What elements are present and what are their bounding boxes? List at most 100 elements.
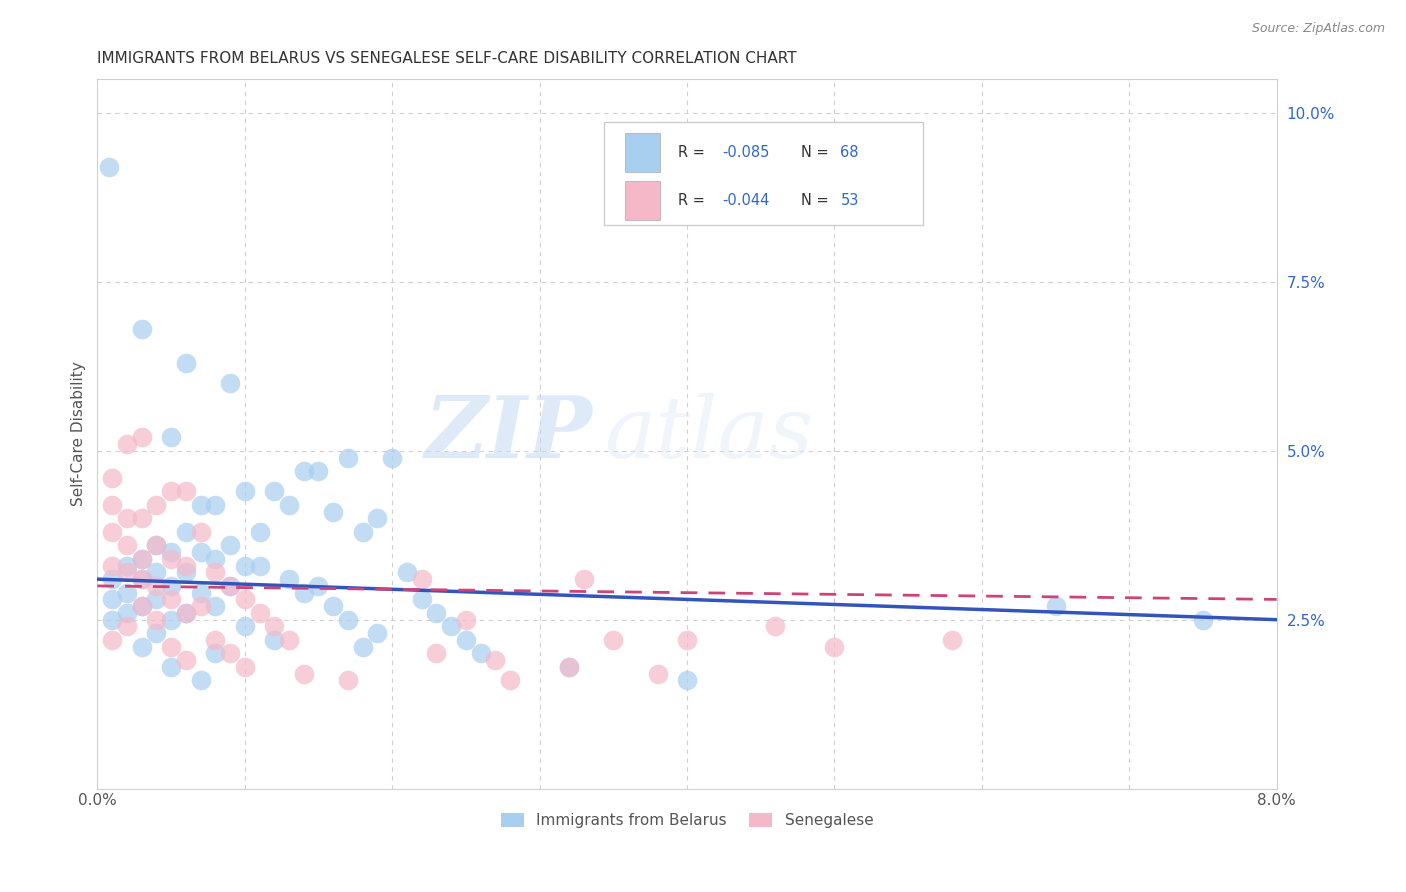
Point [145,538,167,552]
Point [160,613,183,627]
Y-axis label: Self-Care Disability: Self-Care Disability [72,361,86,507]
Point [278,632,301,647]
Point [292,464,315,478]
Point [101,524,124,539]
Point [219,579,242,593]
Point [160,545,183,559]
Text: -0.085: -0.085 [723,145,769,160]
Point [204,632,226,647]
Point [160,484,183,499]
Point [233,558,256,573]
Text: N =: N = [801,145,834,160]
Legend: Immigrants from Belarus, Senegalese: Immigrants from Belarus, Senegalese [495,806,879,834]
Point [381,450,404,465]
Point [160,552,183,566]
Point [115,511,138,525]
Point [131,599,153,614]
Point [219,647,242,661]
Point [101,592,124,607]
Point [366,511,388,525]
Point [336,613,359,627]
Point [233,619,256,633]
Point [190,498,212,512]
Point [322,599,344,614]
Text: ZIP: ZIP [425,392,593,475]
Point [160,592,183,607]
Point [249,558,271,573]
Point [115,437,138,451]
Text: 68: 68 [841,145,859,160]
Point [233,660,256,674]
Point [101,572,124,586]
Point [263,632,285,647]
Point [145,498,167,512]
Point [145,566,167,580]
Point [160,640,183,654]
Point [765,619,787,633]
Point [558,660,581,674]
Point [292,666,315,681]
Text: atlas: atlas [605,392,814,475]
Point [411,592,433,607]
Point [131,552,153,566]
Point [101,558,124,573]
Point [336,450,359,465]
Point [190,599,212,614]
Point [131,572,153,586]
Point [145,538,167,552]
Text: -0.044: -0.044 [723,193,769,208]
Point [160,579,183,593]
Point [131,322,153,336]
Point [174,356,197,370]
Point [336,673,359,688]
Point [145,592,167,607]
Point [174,484,197,499]
Point [1045,599,1067,614]
Point [941,632,963,647]
Point [160,430,183,444]
Point [263,619,285,633]
Text: R =: R = [678,145,709,160]
Point [322,505,344,519]
Point [174,524,197,539]
Point [484,653,506,667]
Point [219,376,242,391]
Point [647,666,669,681]
Point [278,498,301,512]
Point [145,579,167,593]
Point [249,606,271,620]
Point [425,606,447,620]
Point [131,552,153,566]
Text: N =: N = [801,193,834,208]
Point [145,626,167,640]
Point [115,606,138,620]
Point [101,471,124,485]
Text: Source: ZipAtlas.com: Source: ZipAtlas.com [1251,22,1385,36]
Point [115,585,138,599]
Point [233,592,256,607]
Point [131,572,153,586]
Point [115,566,138,580]
Point [190,673,212,688]
Point [174,558,197,573]
Point [233,484,256,499]
Point [454,632,477,647]
Point [204,566,226,580]
Point [292,585,315,599]
Point [602,632,624,647]
Text: R =: R = [678,193,709,208]
Point [219,538,242,552]
Point [101,498,124,512]
Point [190,524,212,539]
Point [145,613,167,627]
Text: IMMIGRANTS FROM BELARUS VS SENEGALESE SELF-CARE DISABILITY CORRELATION CHART: IMMIGRANTS FROM BELARUS VS SENEGALESE SE… [97,51,797,66]
Point [395,566,418,580]
Point [190,545,212,559]
Point [470,647,492,661]
Point [1192,613,1215,627]
Point [308,464,330,478]
Point [278,572,301,586]
Point [425,647,447,661]
Point [440,619,463,633]
FancyBboxPatch shape [624,180,659,219]
